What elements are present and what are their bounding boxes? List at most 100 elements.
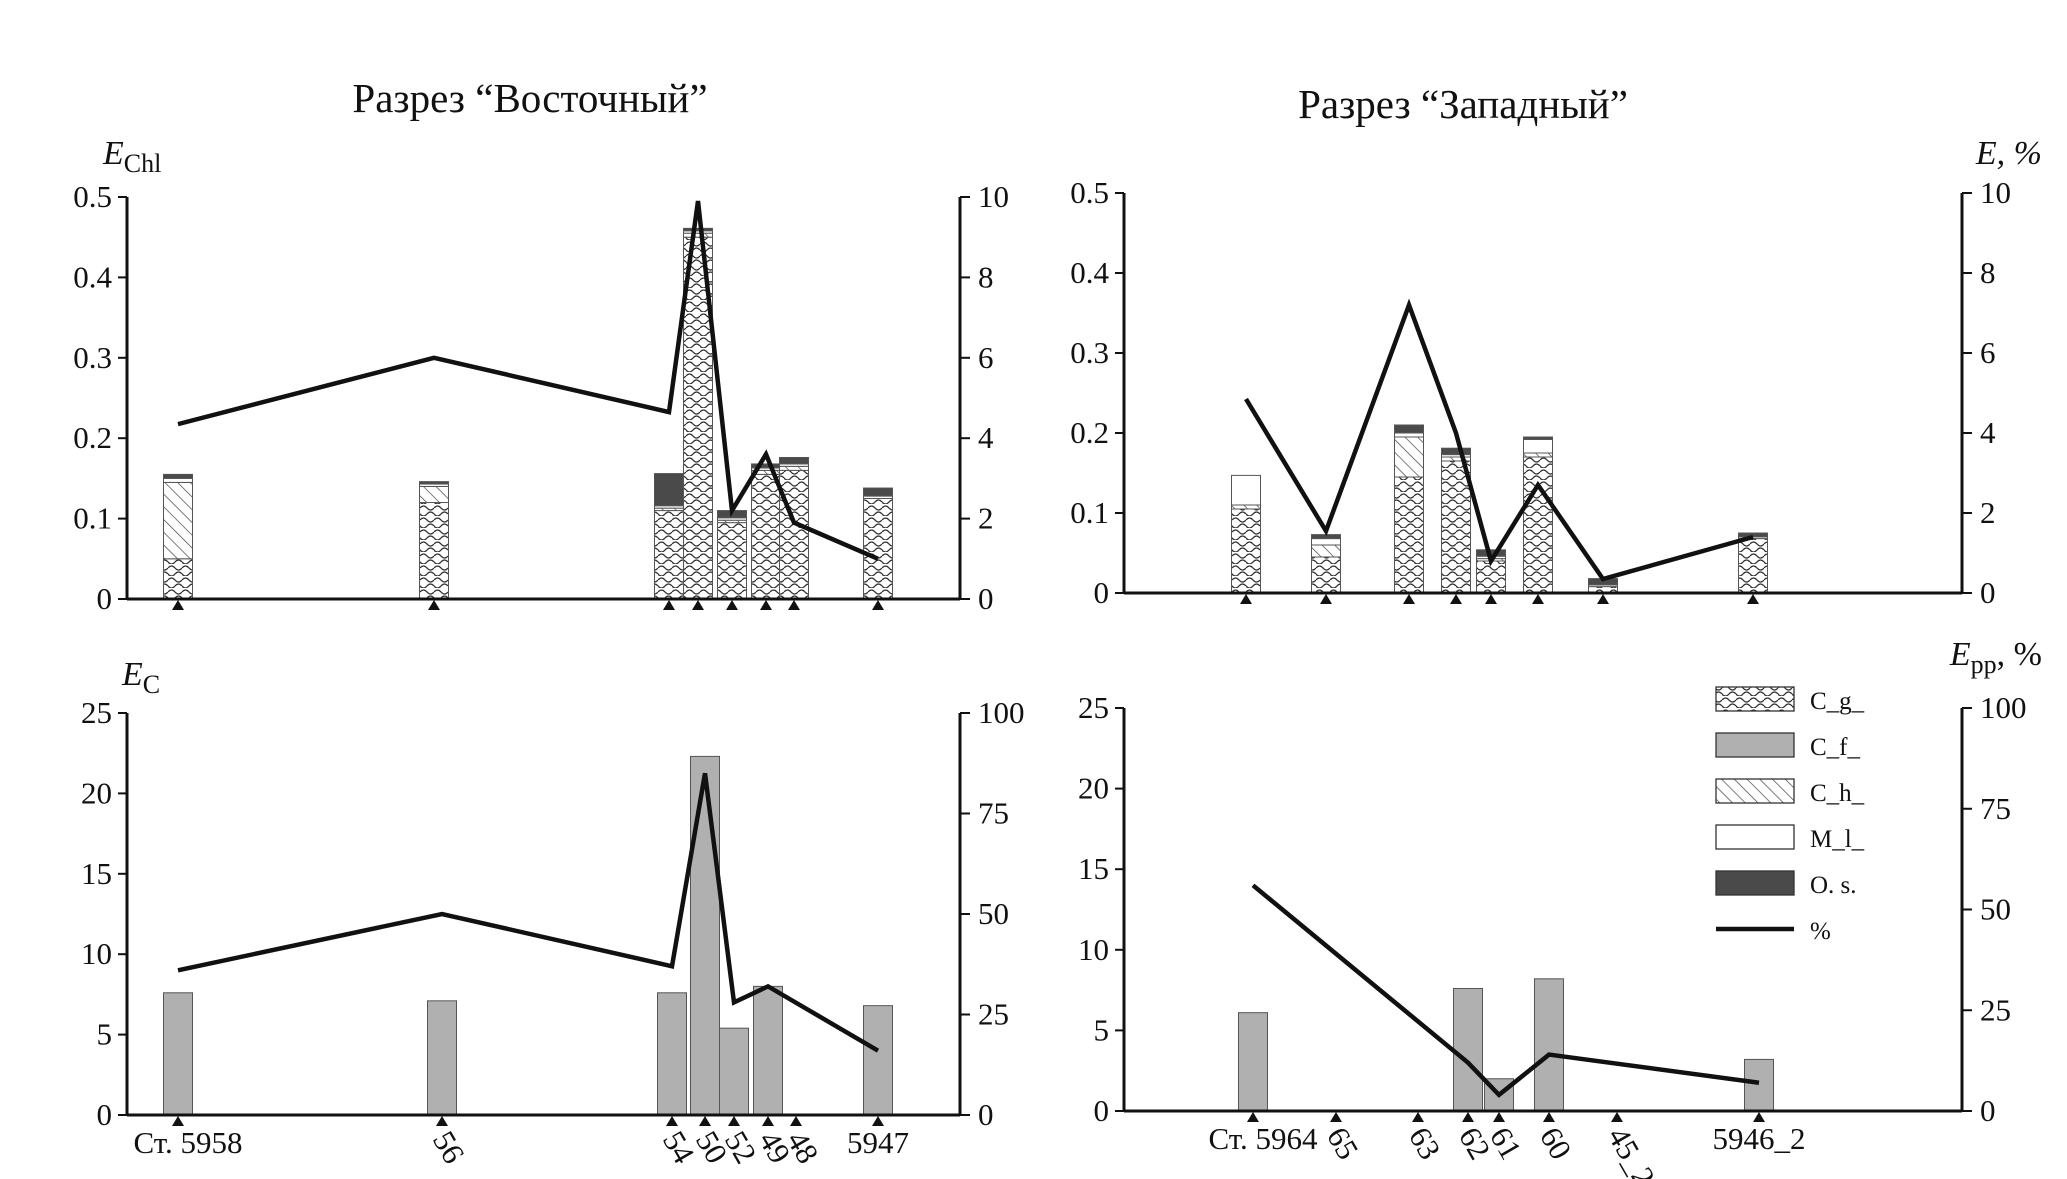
bar-segment <box>1738 532 1768 538</box>
y-tick-label: 0 <box>1094 1093 1110 1128</box>
panel-title: Разрез “Восточный” <box>352 75 707 121</box>
y2-tick-label: 0 <box>978 1097 994 1132</box>
y2-tick-label: 2 <box>978 501 994 536</box>
panel-east-chlorophyll: Разрез “Восточный” EChl 0 0.1 0.2 0.3 0.4 0.5… <box>73 75 1009 616</box>
y-tick-label: 0 <box>1094 575 1110 610</box>
plot-area: 0 0.1 0.2 0.3 0.4 0.5 0 2 4 6 8 10 <box>1070 175 2011 610</box>
station-marker <box>1753 1112 1765 1122</box>
bar-segment <box>1394 476 1424 594</box>
bar-segment <box>1738 538 1768 594</box>
station-marker <box>436 1116 448 1126</box>
bar-segment <box>1476 560 1506 594</box>
bar <box>1744 1058 1774 1112</box>
legend-label: % <box>1810 918 1831 945</box>
bar-segment <box>654 510 684 600</box>
bar-segment <box>1523 438 1553 454</box>
y-tick-label: 10 <box>1078 932 1109 967</box>
y2-tick-label: 4 <box>1980 415 1996 450</box>
station-marker <box>872 600 884 610</box>
station-marker <box>663 600 675 610</box>
y2-tick-label: 50 <box>978 896 1009 931</box>
bar-segment <box>654 473 684 507</box>
x-tick-label: 5946_2 <box>1713 1121 1806 1156</box>
bar <box>1453 987 1483 1112</box>
legend-swatch <box>1715 732 1795 758</box>
station-marker <box>1412 1112 1424 1122</box>
y-tick-label: 25 <box>81 695 112 730</box>
bar-segment <box>1231 504 1261 510</box>
station-marker <box>1330 1112 1342 1122</box>
y-tick-label: 0.5 <box>1070 175 1109 210</box>
x-tick-label: 65 <box>1320 1121 1366 1165</box>
y-tick-label: 0.4 <box>73 259 112 294</box>
y2-tick-label: 8 <box>978 259 994 294</box>
y2-tick-label: 0 <box>978 581 994 616</box>
y2-tick-label: 8 <box>1980 255 1996 290</box>
y2-tick-label: 25 <box>978 997 1009 1032</box>
bar-segment <box>683 232 713 238</box>
y-tick-label: 0.2 <box>1070 415 1109 450</box>
y2-tick-label: 6 <box>978 340 994 375</box>
x-tick-label: Ст. 5958 <box>134 1125 243 1160</box>
legend-label: O. s. <box>1810 872 1857 899</box>
station-marker <box>1532 594 1544 604</box>
y2-tick-label: 75 <box>978 796 1009 831</box>
bar-segment <box>683 227 713 232</box>
x-tick-label: 5947 <box>847 1125 909 1160</box>
bar-segment <box>419 481 449 485</box>
station-marker <box>788 600 800 610</box>
legend-swatch <box>1715 870 1795 896</box>
percent-line <box>1251 883 1760 1098</box>
bar-segment <box>1311 556 1341 594</box>
legend: C_g_ C_f_ C_h_ M_l_ O. s.% <box>1715 686 1865 945</box>
panel-west-chlorophyll: Разрез “Западный” E, % 00.10.20.30.40.50… <box>1070 81 2042 610</box>
station-marker <box>1747 594 1759 604</box>
bar-segment <box>419 485 449 504</box>
bar <box>690 755 720 1116</box>
bar-segment <box>863 487 893 497</box>
station-marker <box>1247 1112 1259 1122</box>
y-tick-label: 0.2 <box>73 420 112 455</box>
legend-label: M_l_ <box>1810 826 1865 853</box>
station-marker <box>1493 1112 1505 1122</box>
station-marker <box>1543 1112 1555 1122</box>
bar-segment <box>1311 538 1341 546</box>
station-marker <box>172 600 184 610</box>
x-tick-label: 60 <box>1533 1121 1579 1165</box>
y2-tick-label: 10 <box>978 179 1009 214</box>
bar <box>719 1027 749 1116</box>
legend-swatch <box>1715 824 1795 850</box>
y-tick-label: 0 <box>97 1097 113 1132</box>
y2-tick-label: 0 <box>1980 1093 1996 1128</box>
y-axis-label: EC <box>121 656 160 699</box>
y2-axis-label: Epp, % <box>1949 636 2042 679</box>
bar <box>1534 978 1564 1112</box>
x-tick-label: 63 <box>1402 1121 1448 1165</box>
y-tick-label: 20 <box>1078 771 1109 806</box>
panel-west-primary-production: Epp, % 0 5 10 15 20 25 0 25 50 75 100 Ст. 5964 65 63 6… <box>1078 636 2042 1179</box>
bar <box>427 1000 457 1116</box>
panel-title: Разрез “Западный” <box>1298 81 1628 127</box>
bar-segment <box>717 522 747 600</box>
y-tick-label: 0.1 <box>73 501 112 536</box>
y-tick-label: 20 <box>81 775 112 810</box>
bar-segment <box>1394 436 1424 478</box>
bar-segment <box>751 473 781 600</box>
y-tick-label: 25 <box>1078 690 1109 725</box>
bar-segment <box>1394 424 1424 434</box>
bar-segment <box>1311 544 1341 558</box>
legend-label: C_f_ <box>1810 734 1861 761</box>
legend-swatch <box>1715 686 1795 712</box>
y2-tick-label: 100 <box>1980 690 2027 725</box>
y2-tick-label: 0 <box>1980 575 1996 610</box>
bar-segment <box>163 558 193 600</box>
y2-tick-label: 10 <box>1980 175 2011 210</box>
bar-segment <box>779 465 809 471</box>
percent-line <box>1244 298 1754 582</box>
bar-segment <box>1523 452 1553 458</box>
y2-tick-label: 75 <box>1980 791 2011 826</box>
y-tick-label: 15 <box>81 856 112 891</box>
